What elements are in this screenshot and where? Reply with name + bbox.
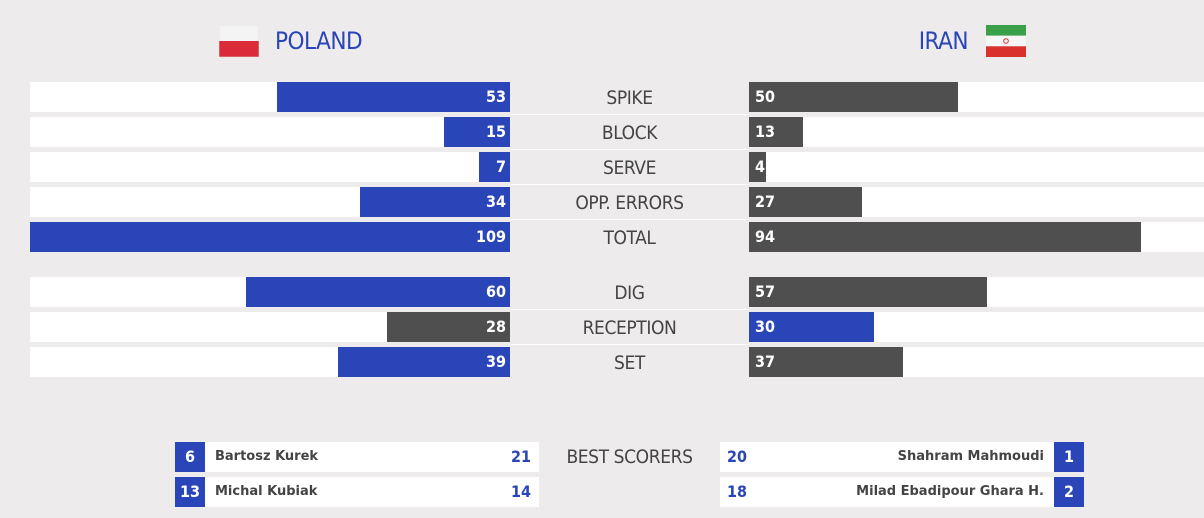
bar-track-left: 109 <box>30 222 510 252</box>
bar-track-left: 39 <box>30 347 510 377</box>
player-card: 18 Milad Ebadipour Ghara H. <box>720 477 1054 507</box>
iran-flag-icon <box>986 25 1026 57</box>
stat-row: 60 DIG 57 <box>0 277 1204 310</box>
bar-track-right: 27 <box>749 187 1204 217</box>
bar-track-left: 34 <box>30 187 510 217</box>
row-divider <box>510 184 749 185</box>
player-number: 2 <box>1054 477 1084 507</box>
bar-right-value: 50 <box>749 82 958 112</box>
stat-label-text: SPIKE <box>606 87 653 109</box>
bar-left-value: 34 <box>360 187 510 217</box>
bar-right-value: 4 <box>749 152 766 182</box>
stat-label-text: TOTAL <box>603 227 656 249</box>
stat-label: RECEPTION <box>510 312 749 345</box>
best-scorer-right-1: 20 Shahram Mahmoudi 1 <box>720 442 1084 472</box>
player-points: 20 <box>727 447 748 466</box>
bar-track-left: 15 <box>30 117 510 147</box>
bar-track-right: 50 <box>749 82 1204 112</box>
team-left-name: POLAND <box>275 27 363 55</box>
bar-track-right: 13 <box>749 117 1204 147</box>
bar-left-value: 15 <box>444 117 510 147</box>
bar-right-value: 27 <box>749 187 862 217</box>
stat-label-text: RECEPTION <box>582 317 677 339</box>
player-points: 21 <box>510 447 531 466</box>
bar-right-value: 57 <box>749 277 987 307</box>
team-left: POLAND <box>219 24 363 58</box>
bar-track-right: 37 <box>749 347 1204 377</box>
stat-row: 15 BLOCK 13 <box>0 117 1204 150</box>
stat-label: SET <box>510 347 749 377</box>
row-divider <box>510 309 749 310</box>
stat-label: TOTAL <box>510 222 749 252</box>
player-points: 18 <box>727 482 748 501</box>
player-name: Michal Kubiak <box>215 484 318 499</box>
player-number: 13 <box>175 477 205 507</box>
row-divider <box>510 219 749 220</box>
stat-row: 34 OPP. ERRORS 27 <box>0 187 1204 220</box>
player-number: 6 <box>175 442 205 472</box>
stat-label: OPP. ERRORS <box>510 187 749 220</box>
bar-left-value: 109 <box>30 222 510 252</box>
stat-label-text: SET <box>614 352 645 374</box>
row-divider <box>510 149 749 150</box>
bar-track-left: 53 <box>30 82 510 112</box>
stat-row: 39 SET 37 <box>0 347 1204 377</box>
bar-left-value: 60 <box>246 277 510 307</box>
player-number: 1 <box>1054 442 1084 472</box>
player-card: 20 Shahram Mahmoudi <box>720 442 1054 472</box>
best-scorer-left-2: 13 Michal Kubiak 14 <box>175 477 539 507</box>
bar-track-right: 57 <box>749 277 1204 307</box>
bar-track-right: 4 <box>749 152 1204 182</box>
bar-track-right: 94 <box>749 222 1204 252</box>
bar-track-left: 7 <box>30 152 510 182</box>
stat-label: DIG <box>510 277 749 310</box>
stat-label: SERVE <box>510 152 749 185</box>
bar-left-value: 53 <box>277 82 510 112</box>
stat-label-text: BLOCK <box>601 122 658 144</box>
bar-track-right: 30 <box>749 312 1204 342</box>
player-name: Bartosz Kurek <box>215 449 319 464</box>
stat-label-text: OPP. ERRORS <box>575 192 684 214</box>
best-scorer-right-2: 18 Milad Ebadipour Ghara H. 2 <box>720 477 1084 507</box>
bar-track-left: 60 <box>30 277 510 307</box>
player-card: Michal Kubiak 14 <box>205 477 539 507</box>
bar-left-value: 39 <box>338 347 510 377</box>
stat-label: SPIKE <box>510 82 749 115</box>
row-divider <box>510 114 749 115</box>
best-scorers-label: BEST SCORERS <box>566 446 693 468</box>
bar-right-value: 37 <box>749 347 903 377</box>
stat-row: 7 SERVE 4 <box>0 152 1204 185</box>
team-right-name: IRAN <box>918 27 969 55</box>
bar-track-left: 28 <box>30 312 510 342</box>
player-name: Shahram Mahmoudi <box>897 449 1044 464</box>
stat-label: BLOCK <box>510 117 749 150</box>
stat-label-text: DIG <box>614 282 645 304</box>
poland-flag-icon <box>219 25 259 57</box>
bar-right-value: 13 <box>749 117 803 147</box>
stat-label-text: SERVE <box>603 157 656 179</box>
player-name: Milad Ebadipour Ghara H. <box>856 484 1044 499</box>
bar-left-value: 7 <box>479 152 510 182</box>
bar-right-value: 30 <box>749 312 874 342</box>
bar-left-value: 28 <box>387 312 510 342</box>
player-card: Bartosz Kurek 21 <box>205 442 539 472</box>
player-points: 14 <box>510 482 531 501</box>
stat-row: 53 SPIKE 50 <box>0 82 1204 115</box>
best-scorer-left-1: 6 Bartosz Kurek 21 <box>175 442 539 472</box>
stat-row: 109 TOTAL 94 <box>0 222 1204 252</box>
bar-right-value: 94 <box>749 222 1141 252</box>
team-right: IRAN <box>919 24 1026 58</box>
stat-row: 28 RECEPTION 30 <box>0 312 1204 345</box>
row-divider <box>510 344 749 345</box>
